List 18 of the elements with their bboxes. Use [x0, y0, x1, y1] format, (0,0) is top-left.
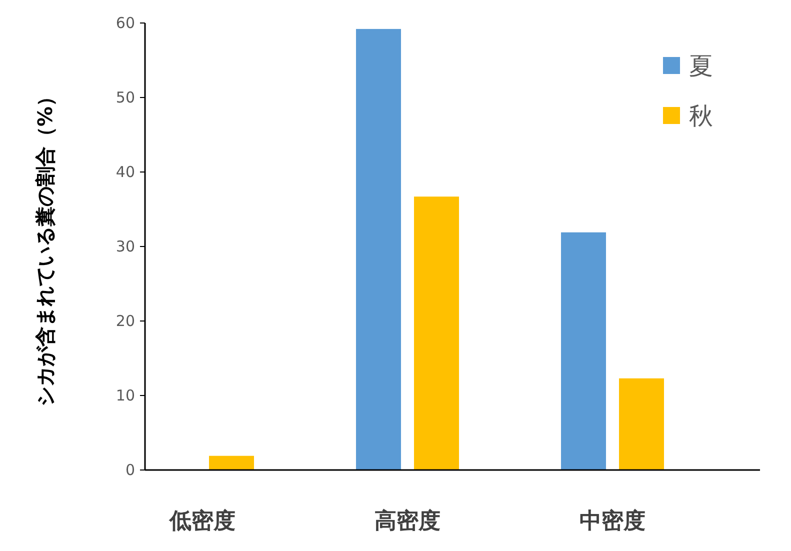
x-tick-label: 低密度 — [168, 508, 236, 534]
bar — [209, 456, 254, 470]
y-axis-title: シカが含まれている糞の割合（%） — [33, 86, 57, 407]
y-tick-label: 30 — [116, 238, 135, 256]
legend-label: 秋 — [689, 102, 713, 130]
x-tick-label: 高密度 — [374, 508, 440, 534]
bar — [561, 232, 606, 470]
y-tick-label: 40 — [116, 163, 135, 181]
bar — [414, 196, 459, 470]
bar — [619, 378, 664, 470]
y-tick-label: 50 — [116, 88, 135, 106]
y-tick-label: 10 — [116, 386, 135, 404]
y-tick-label: 0 — [125, 461, 135, 479]
x-tick-label: 中密度 — [580, 508, 646, 534]
y-tick-label: 60 — [116, 14, 135, 32]
bar — [356, 28, 401, 470]
y-tick-label: 20 — [116, 312, 135, 330]
legend-label: 夏 — [689, 52, 713, 80]
